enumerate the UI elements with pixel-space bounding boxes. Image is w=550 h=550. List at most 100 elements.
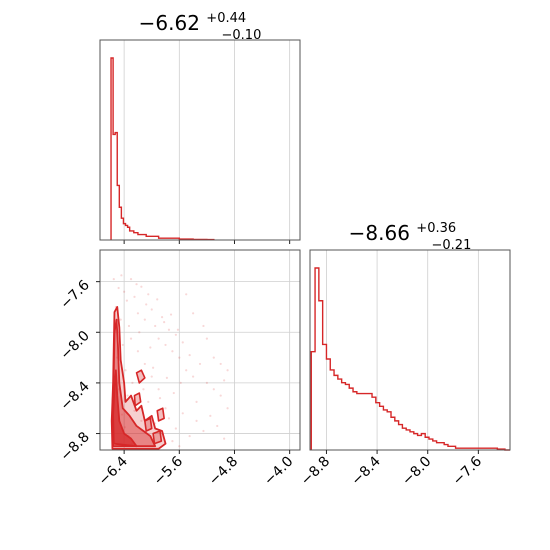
sample-point	[133, 295, 136, 298]
sample-point	[145, 303, 148, 306]
histogram-2-step	[310, 267, 510, 451]
sample-point	[147, 293, 150, 296]
sample-point	[171, 350, 174, 353]
sample-point	[202, 324, 205, 328]
x-tick-label: −8.0	[399, 454, 434, 489]
x-tick-label: −7.6	[450, 453, 485, 488]
contour-island	[135, 369, 146, 384]
contour-island	[144, 417, 153, 432]
sample-point	[185, 293, 188, 296]
sample-point	[140, 285, 143, 288]
sample-point	[123, 290, 126, 293]
sample-point	[142, 388, 145, 391]
parameter-2-title: −8.66 +0.36 −0.21	[349, 213, 472, 253]
sample-point	[176, 328, 180, 331]
sample-point	[195, 419, 198, 422]
y-tick-label: −7.6	[57, 277, 92, 312]
contour-island	[156, 407, 165, 422]
sample-point	[202, 429, 205, 433]
sample-point	[121, 343, 124, 347]
sample-point	[219, 362, 222, 366]
sample-point	[120, 413, 124, 416]
sample-point	[125, 299, 128, 302]
histogram-panel-2: −8.8 −8.4 −8.0 −7.6 −8.66 +0.36 −0.21	[298, 213, 511, 489]
sample-point	[152, 366, 155, 369]
x-tick-label: −6.4	[96, 453, 131, 488]
sample-point	[223, 379, 226, 382]
sample-point	[171, 440, 174, 443]
sample-point	[143, 318, 146, 321]
sample-point	[160, 315, 164, 319]
sample-point	[140, 419, 143, 422]
sample-point	[188, 434, 191, 438]
sample-point	[164, 343, 167, 347]
sample-point	[150, 375, 153, 378]
sample-point	[212, 388, 215, 391]
sample-point	[226, 407, 229, 410]
sample-point	[219, 394, 222, 397]
sample-point	[127, 324, 131, 328]
sample-point	[136, 312, 140, 315]
sample-point	[205, 337, 208, 340]
sample-point	[167, 417, 171, 420]
sample-point	[178, 356, 181, 359]
sample-point	[157, 337, 160, 340]
sample-point	[167, 328, 171, 331]
sample-point	[149, 346, 152, 349]
sample-point	[164, 407, 167, 410]
sample-point	[198, 362, 202, 366]
sample-point	[178, 445, 181, 448]
sample-point	[181, 412, 184, 415]
y-tick-label: −8.8	[57, 429, 92, 464]
joint-panel: −6.4 −5.6 −4.8 −4.0 −8.8 −8.4 −8.0 −7.6	[57, 249, 301, 489]
histogram-1-step	[110, 57, 215, 241]
sample-point	[205, 381, 208, 385]
sample-point	[185, 369, 188, 372]
sample-point	[181, 341, 184, 344]
sample-point	[133, 409, 136, 412]
sample-point	[192, 312, 195, 315]
sample-point	[172, 391, 175, 395]
sample-point	[163, 321, 166, 324]
sample-point	[150, 308, 153, 311]
sample-point	[124, 369, 127, 372]
y-tick-label: −8.0	[57, 328, 92, 363]
sample-point	[165, 376, 168, 379]
histogram-2-frame	[309, 249, 511, 451]
sample-point	[156, 298, 159, 301]
sample-point	[174, 333, 177, 336]
sample-point	[226, 369, 229, 372]
parameter-1-title: −6.62 +0.44 −0.10	[139, 3, 262, 43]
contour-island	[133, 392, 142, 407]
sample-point	[195, 400, 198, 403]
sample-point	[129, 278, 133, 281]
contour-island	[152, 430, 163, 445]
sample-point	[223, 437, 226, 440]
sample-point	[138, 331, 141, 334]
sample-point	[174, 427, 177, 430]
sample-point	[154, 324, 157, 328]
sample-point	[117, 286, 120, 290]
sample-point	[158, 397, 162, 400]
x-tick-label: −4.0	[261, 454, 296, 489]
histogram-1-frame	[99, 39, 301, 241]
x-tick-label: −8.8	[298, 454, 333, 489]
sample-point	[143, 362, 146, 366]
sample-point	[120, 274, 123, 277]
sample-point	[147, 400, 150, 403]
sample-point	[136, 350, 140, 353]
joint-frame	[99, 249, 301, 451]
contour-middle	[111, 318, 157, 448]
sample-point	[188, 353, 191, 357]
x-tick-label: −5.6	[151, 453, 186, 488]
histogram-panel-1: −6.62 +0.44 −0.10	[99, 3, 301, 244]
sample-point	[112, 278, 115, 281]
sample-point	[135, 283, 138, 286]
sample-point	[212, 356, 215, 359]
sample-point	[129, 337, 133, 340]
x-tick-label: −8.4	[349, 453, 384, 488]
sample-point	[123, 426, 126, 429]
sample-point	[157, 388, 160, 391]
sample-point	[209, 414, 212, 417]
